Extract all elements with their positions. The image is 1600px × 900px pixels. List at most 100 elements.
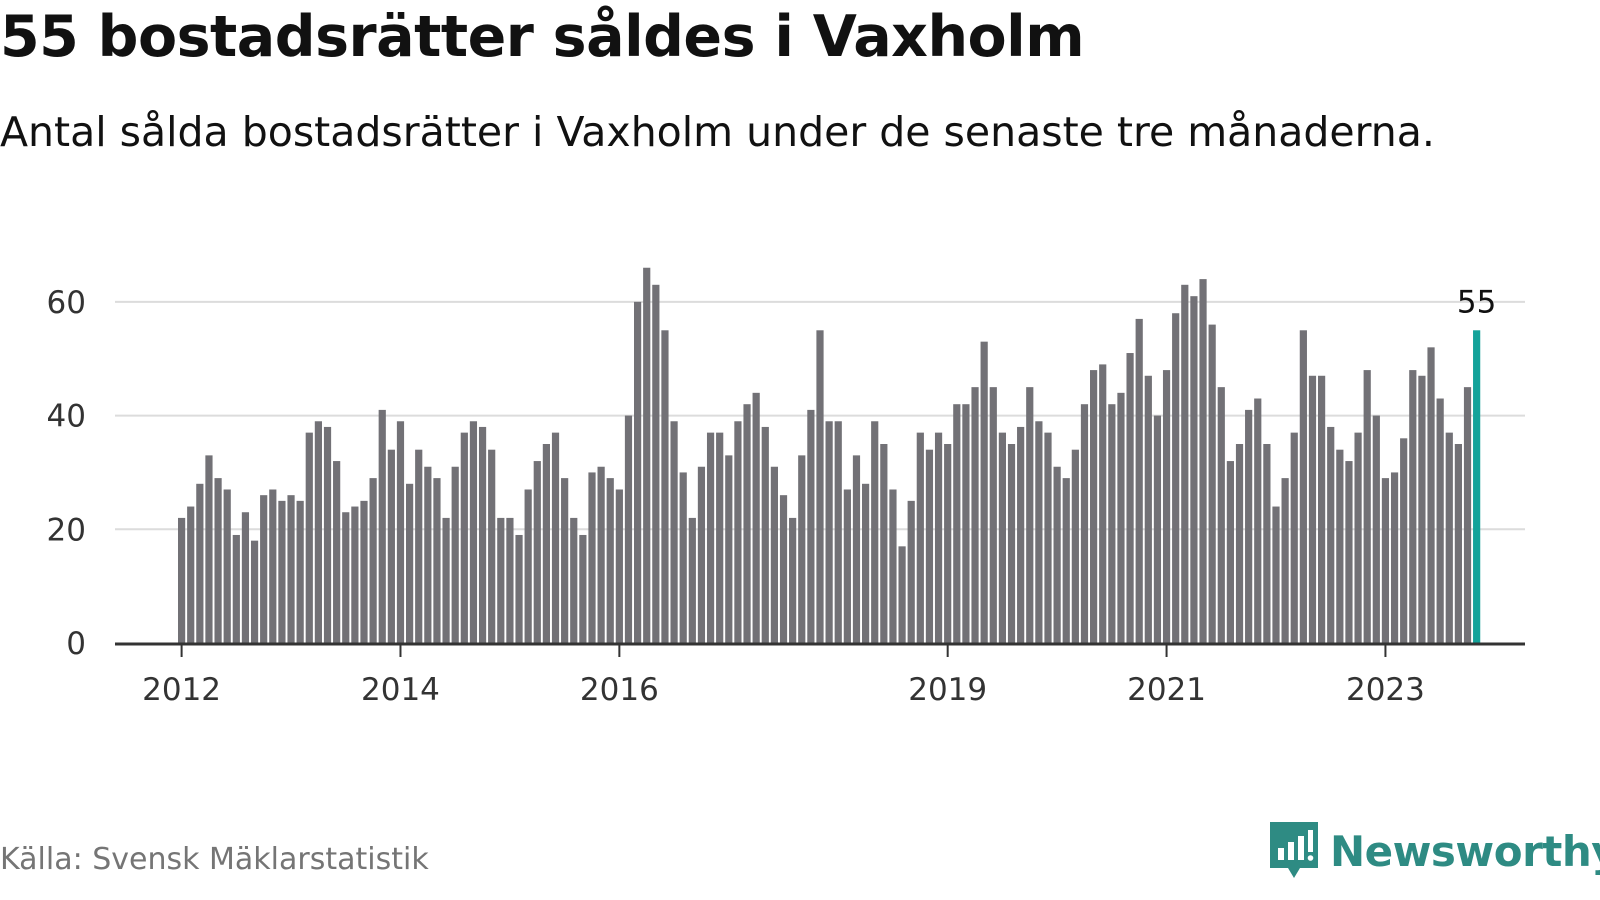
bar	[433, 478, 441, 643]
bar	[1208, 324, 1216, 643]
bar	[980, 341, 988, 643]
bar	[1035, 421, 1043, 643]
bar	[1199, 279, 1207, 643]
bar	[460, 432, 468, 643]
x-tick-label: 2014	[361, 672, 440, 708]
bar	[424, 466, 432, 643]
bar	[998, 432, 1006, 643]
brand-logo[interactable]: Newsworthy	[1268, 822, 1600, 880]
bar	[1153, 415, 1162, 643]
bar	[1144, 375, 1152, 643]
x-tick-label: 2019	[908, 672, 987, 708]
bar	[1281, 478, 1289, 643]
bar	[1099, 364, 1107, 643]
bar	[1181, 284, 1189, 643]
bar	[716, 432, 724, 643]
bar	[1135, 318, 1143, 643]
bar	[725, 455, 733, 643]
bar	[752, 392, 760, 643]
bar	[1372, 415, 1380, 643]
bar	[661, 330, 669, 643]
bar	[825, 421, 833, 643]
bar	[278, 500, 286, 643]
bar	[916, 432, 924, 643]
bar	[1436, 398, 1444, 643]
bar	[1062, 478, 1070, 643]
bar	[770, 466, 778, 643]
bar	[1354, 432, 1362, 643]
bar	[798, 455, 806, 643]
bar	[989, 387, 997, 643]
bar	[196, 483, 204, 643]
bars	[178, 267, 1481, 643]
y-tick-label: 60	[47, 285, 86, 321]
bar	[351, 506, 359, 643]
y-tick-label: 20	[47, 512, 86, 548]
bar	[1254, 398, 1262, 643]
bar	[515, 534, 523, 643]
bar	[223, 489, 231, 643]
bar	[597, 466, 605, 643]
bar	[333, 461, 341, 643]
bar	[378, 409, 386, 643]
bar	[1363, 370, 1371, 643]
source-note: Källa: Svensk Mäklarstatistik	[0, 842, 429, 877]
bar	[478, 426, 487, 643]
bar	[269, 489, 277, 643]
bar	[260, 495, 268, 643]
bar-chart-speech-bubble-icon	[1270, 822, 1318, 878]
bar	[789, 517, 797, 643]
bar	[898, 546, 906, 643]
bar	[852, 455, 861, 643]
bar	[1090, 370, 1098, 643]
bar	[652, 284, 660, 643]
bar	[907, 500, 915, 643]
chart-subtitle: Antal sålda bostadsrätter i Vaxholm unde…	[0, 108, 1435, 156]
highlighted-bar	[1473, 330, 1481, 643]
bar	[524, 489, 532, 643]
bar	[305, 432, 313, 643]
bar	[506, 517, 514, 643]
bar	[232, 534, 240, 643]
bar	[1308, 375, 1317, 643]
bar	[934, 432, 943, 643]
bar	[1345, 461, 1353, 643]
labels: 0 20 40 60 2012 2014 2016 2019 2021 2023 55	[47, 284, 1497, 708]
bar	[1108, 404, 1116, 643]
bar	[1299, 330, 1307, 643]
bar	[287, 495, 295, 643]
bar	[406, 483, 414, 643]
bar	[1007, 444, 1016, 643]
bar	[1172, 313, 1180, 643]
bar	[816, 330, 824, 643]
bar	[250, 540, 259, 643]
bar	[1263, 444, 1271, 643]
bar	[1290, 432, 1298, 643]
bar	[1053, 466, 1061, 643]
bar	[706, 432, 715, 643]
x-tick-label: 2012	[142, 672, 221, 708]
bar	[1190, 296, 1198, 643]
bar	[415, 449, 423, 643]
bar	[1418, 375, 1426, 643]
bar	[624, 415, 633, 643]
highlight-value-label: 55	[1457, 284, 1496, 320]
bar	[205, 455, 213, 643]
bar	[761, 426, 769, 643]
bar	[1126, 353, 1134, 643]
bar	[1235, 444, 1244, 643]
bar	[925, 449, 934, 643]
bar	[679, 472, 687, 643]
axes	[115, 642, 1525, 657]
bar	[1272, 506, 1280, 643]
bar	[1017, 426, 1025, 643]
bar	[843, 489, 851, 643]
bar	[387, 449, 395, 643]
bar	[862, 483, 870, 643]
bar	[314, 421, 322, 643]
bar	[634, 301, 642, 643]
y-tick-label: 0	[66, 626, 86, 662]
bar	[1226, 461, 1234, 643]
bar	[1117, 392, 1125, 643]
bar	[953, 404, 961, 643]
